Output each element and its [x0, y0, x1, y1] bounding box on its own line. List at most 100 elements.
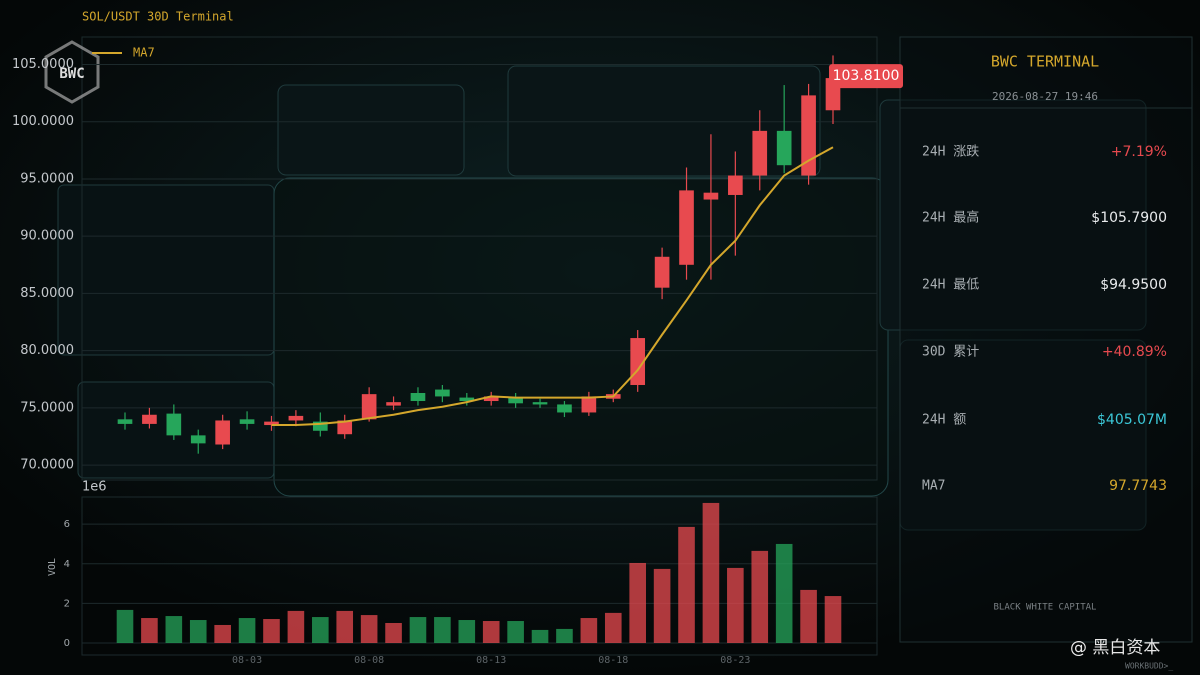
y-tick-label: 4 [64, 559, 70, 570]
stat-value: $105.7900 [1091, 210, 1167, 226]
deco-screen [57, 184, 275, 356]
offset-label: 1e6 [82, 480, 107, 495]
volume-bar [775, 543, 793, 643]
volume-bar [482, 621, 500, 643]
volume-bar [434, 617, 451, 643]
x-tick-label: 08-03 [232, 655, 262, 666]
candle-body [435, 389, 450, 397]
candle-body [337, 420, 353, 435]
logo: BWC [59, 66, 84, 82]
candle-body [581, 396, 597, 413]
chart-title: SOL/USDT 30D Terminal [82, 10, 234, 24]
volume-bar [385, 622, 402, 643]
volume-bar [727, 567, 744, 643]
panel-timestamp: 2026-08-27 19:46 [992, 90, 1098, 103]
candle-body [703, 192, 719, 200]
deco-screen [507, 65, 821, 177]
panel-title: BWC TERMINAL [991, 53, 1099, 71]
stat-value: +7.19% [1111, 144, 1167, 160]
volume-bar [556, 628, 573, 643]
x-tick-label: 08-23 [720, 655, 750, 666]
x-tick-label: 08-08 [354, 655, 384, 666]
candle-body [654, 256, 670, 288]
watermark-sub: WORKBUDD>_ [1125, 662, 1173, 671]
volume-bar [702, 502, 720, 643]
legend-label: MA7 [133, 46, 155, 60]
candle-body [386, 402, 401, 406]
volume-frame [81, 496, 878, 656]
volume-bar [751, 550, 769, 643]
price-tag: 103.8100 [833, 68, 900, 84]
x-tick-label: 08-18 [598, 655, 628, 666]
candle-body [752, 130, 768, 176]
volume-bar [800, 589, 817, 643]
candle-body [215, 420, 230, 445]
stat-label: 24H 最高 [922, 210, 979, 226]
y-tick-label: 85.0000 [20, 286, 74, 301]
logo-hex [44, 40, 100, 104]
volume-bar [604, 612, 622, 643]
stat-value: $405.07M [1097, 412, 1167, 428]
volume-bar [116, 609, 134, 643]
candle-body [508, 397, 523, 404]
volume-bar [263, 619, 280, 643]
y-tick-label: 80.0000 [20, 343, 74, 358]
candle-body [142, 414, 157, 424]
panel-footer: BLACK WHITE CAPITAL [994, 603, 1097, 613]
candle-body [312, 421, 328, 431]
stat-label: 30D 累计 [922, 345, 979, 360]
candle-body [801, 95, 816, 176]
volume-bar [214, 624, 231, 643]
price-frame [81, 36, 878, 481]
candle-body [728, 175, 743, 195]
volume-bar [141, 618, 158, 643]
volume-bar [580, 618, 598, 643]
volume-bar [189, 620, 207, 643]
stat-label: MA7 [922, 479, 945, 494]
side-panel [899, 36, 1193, 643]
candle-body [776, 130, 792, 166]
volume-bar [336, 610, 354, 643]
volume-bar [507, 621, 524, 643]
candle-body [557, 404, 572, 413]
y-axis-label: VOL [47, 558, 58, 576]
volume-bar [629, 562, 646, 643]
y-tick-label: 0 [64, 638, 70, 649]
volume-bar [409, 617, 427, 643]
y-tick-label: 105.0000 [12, 57, 74, 72]
candle-body [190, 435, 206, 444]
volume-bar [531, 629, 549, 643]
volume-bar [165, 616, 183, 643]
x-tick-label: 08-13 [476, 655, 506, 666]
volume-bar [360, 615, 378, 643]
stat-label: 24H 涨跌 [922, 144, 979, 160]
y-tick-label: 70.0000 [20, 458, 74, 473]
volume-bar [312, 617, 329, 643]
y-tick-label: 75.0000 [20, 400, 74, 415]
candle-body [532, 402, 548, 405]
stat-label: 24H 额 [922, 413, 966, 428]
candle-body [239, 419, 255, 424]
stat-label: 24H 最低 [922, 278, 979, 293]
y-tick-label: 2 [64, 598, 70, 609]
candle-body [410, 393, 426, 402]
y-tick-label: 90.0000 [20, 229, 74, 244]
volume-bar [678, 526, 695, 643]
deco-monitor [273, 177, 889, 497]
deco-screen [277, 84, 465, 176]
y-tick-label: 95.0000 [20, 171, 74, 186]
volume-bar [458, 620, 476, 643]
watermark: @ 黑白资本 [1070, 638, 1160, 658]
candle-body [361, 394, 377, 420]
stat-value: 97.7743 [1109, 478, 1167, 494]
price-tag-bg [829, 64, 903, 89]
ma-line [271, 146, 834, 427]
candle-body [117, 419, 133, 424]
candle-body [166, 413, 182, 436]
stat-value: $94.9500 [1100, 277, 1167, 293]
volume-bar [653, 568, 671, 643]
candle-body [459, 397, 475, 402]
stat-value: +40.89% [1102, 344, 1167, 360]
candle-body [264, 421, 279, 426]
